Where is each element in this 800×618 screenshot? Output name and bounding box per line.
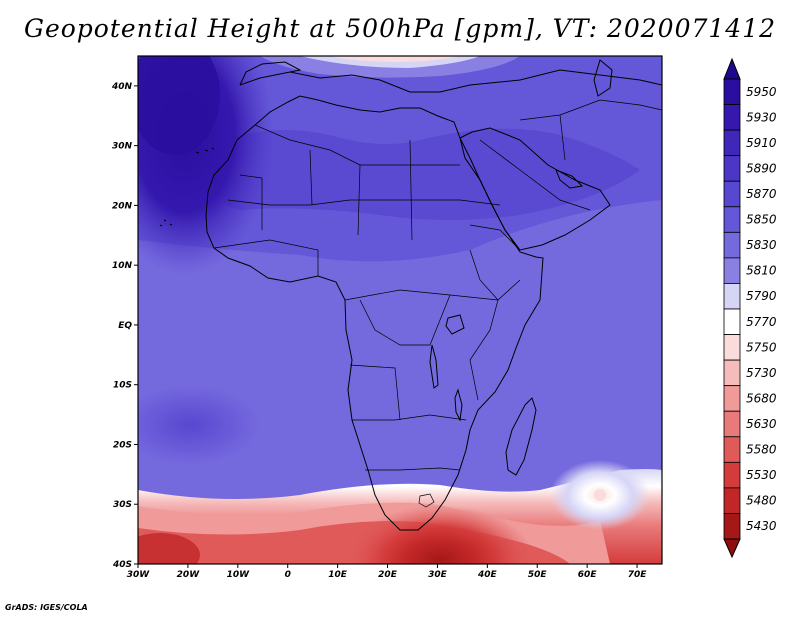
field-satl-high: [138, 385, 260, 465]
border-southern-1: [352, 414, 467, 421]
x-tick-label: 10E: [328, 570, 348, 580]
colorbar-swatch: [723, 359, 741, 387]
colorbar-top-arrow: [723, 57, 741, 80]
y-tick-label: 30N: [112, 142, 133, 152]
colorbar-swatch: [723, 104, 741, 131]
x-tick-label: 0: [285, 570, 291, 580]
coastlines: [159, 59, 662, 531]
height-field: [138, 56, 662, 564]
africa-coastline: [205, 95, 544, 531]
colorbar-swatch: [723, 155, 741, 182]
colorbar-swatch: [723, 308, 741, 335]
colorbar-swatch: [723, 436, 741, 463]
colorbar-swatch: [723, 385, 741, 412]
colorbar-swatch: [723, 461, 741, 489]
x-tick-label: 10W: [227, 570, 251, 580]
field-low-center: [345, 505, 535, 564]
country-borders: [213, 99, 662, 508]
colorbar-label: 5910: [746, 136, 777, 150]
x-tick-label: 30E: [428, 570, 448, 580]
x-tick-label: 20W: [177, 570, 201, 580]
x-axis: 30W 20W 10W 0 10E 20E 30E 40E 50E 60E 70E: [127, 564, 647, 580]
border-east: [469, 249, 499, 401]
colorbar-label: 5930: [746, 110, 777, 124]
colorbar-swatch: [723, 334, 741, 361]
colorbar-label: 5730: [746, 366, 777, 380]
lake-tanganyika: [429, 344, 439, 389]
colorbar-label: 5630: [746, 417, 777, 431]
x-tick-label: 30W: [127, 570, 151, 580]
x-tick-label: 70E: [628, 570, 648, 580]
colorbar: 5950 5930 5910 5890 5870 5850 5830 5810 5790 5770…: [723, 57, 777, 559]
colorbar-label: 5850: [746, 213, 777, 227]
colorbar-swatch: [723, 231, 741, 259]
colorbar-label: 5870: [746, 187, 777, 201]
y-tick-label: 20S: [113, 440, 132, 450]
iberia-coastline: [239, 61, 302, 86]
colorbar-swatch: [723, 410, 741, 438]
caspian-coastline: [593, 59, 613, 97]
colorbar-label: 5680: [746, 391, 777, 405]
field-north-trough-core: [330, 56, 460, 62]
border-angola: [349, 364, 401, 421]
border-west: [213, 174, 319, 276]
border-southern-2: [365, 467, 461, 471]
cape-verde: [159, 219, 173, 227]
canary-islands: [195, 147, 215, 154]
y-axis: 40N 30N 20N 10N EQ 10S 20S 30S 40S: [111, 82, 138, 570]
colorbar-swatch: [723, 283, 741, 310]
colorbar-label: 5580: [746, 443, 777, 457]
border-arabia: [479, 139, 591, 211]
colorbar-label: 5890: [746, 161, 777, 175]
y-tick-label: 30S: [113, 500, 132, 510]
colorbar-swatch: [723, 257, 741, 284]
europe-coastline: [239, 69, 662, 93]
x-tick-label: 50E: [528, 570, 548, 580]
x-tick-label: 20E: [378, 570, 398, 580]
colorbar-swatch: [723, 513, 741, 540]
lake-victoria: [445, 314, 465, 335]
colorbar-label: 5830: [746, 238, 777, 252]
field-sw-low: [138, 533, 200, 564]
field-cutoff-core: [594, 489, 606, 501]
colorbar-swatch: [723, 78, 741, 105]
y-tick-label: 20N: [112, 201, 133, 211]
plot-frame: [137, 55, 663, 565]
colorbar-bottom-arrow: [723, 538, 741, 559]
field-high-core: [138, 56, 220, 155]
colorbar-swatch: [723, 180, 741, 208]
y-tick-label: 40S: [112, 560, 132, 570]
border-mideast: [519, 99, 662, 161]
arabia-coastline: [459, 127, 611, 251]
lake-malawi: [454, 388, 463, 422]
madagascar-coastline: [505, 397, 537, 476]
y-tick-label: 10N: [112, 261, 133, 271]
border-n-africa: [254, 124, 460, 166]
x-tick-label: 40E: [477, 570, 498, 580]
colorbar-label: 5810: [746, 264, 777, 278]
colorbar-label: 5480: [746, 494, 777, 508]
colorbar-swatch: [723, 487, 741, 514]
colorbar-label: 5790: [746, 289, 777, 303]
colorbar-swatch: [723, 206, 741, 233]
colorbar-swatch: [723, 129, 741, 157]
border-sahel: [227, 199, 501, 206]
grads-credit: GrADS: IGES/COLA: [5, 603, 88, 612]
y-tick-label: 40N: [111, 82, 133, 92]
y-tick-label: EQ: [118, 321, 132, 331]
colorbar-label: 5950: [746, 85, 777, 99]
colorbar-label: 5430: [746, 519, 777, 533]
colorbar-label: 5770: [746, 315, 777, 329]
lesotho: [418, 493, 435, 508]
border-algeria-mali: [309, 139, 413, 241]
colorbar-label: 5530: [746, 468, 777, 482]
y-tick-label: 10S: [113, 381, 132, 391]
colorbar-label: 5750: [746, 340, 777, 354]
x-tick-label: 60E: [578, 570, 598, 580]
border-congo: [359, 294, 451, 346]
persian-gulf-coastline: [555, 169, 584, 189]
border-horn: [469, 224, 521, 251]
chart-title: Geopotential Height at 500hPa [gpm], VT:…: [23, 14, 777, 43]
